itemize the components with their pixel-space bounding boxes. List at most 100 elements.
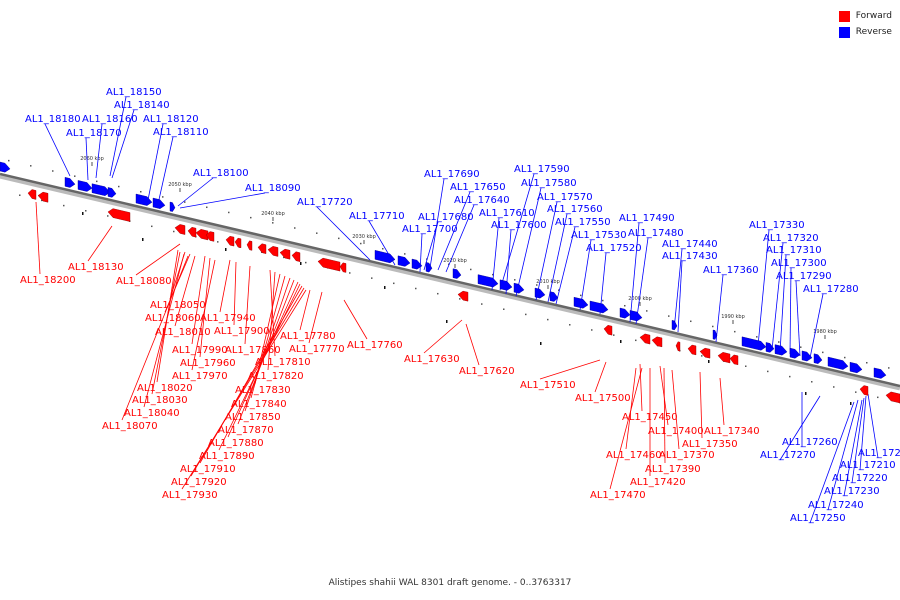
- leader-line: [639, 363, 643, 412]
- reverse-gene-label: AL1_17280: [803, 284, 859, 295]
- reverse-gene-label: AL1_17710: [349, 211, 405, 222]
- marker-dot: [591, 329, 593, 331]
- leader-line: [181, 289, 307, 490]
- forward-gene: [174, 224, 186, 235]
- genome-backbone-shadow: [0, 173, 900, 391]
- leader-line: [423, 221, 439, 271]
- forward-gene-label: AL1_17450: [622, 412, 678, 423]
- reverse-gene-label: AL1_17210: [840, 460, 896, 471]
- legend-item-forward: Forward: [838, 8, 892, 24]
- marker-bar: [620, 340, 622, 343]
- marker-dot: [580, 294, 582, 297]
- leader-line: [609, 367, 643, 490]
- reverse-gene: [513, 282, 525, 294]
- reverse-gene-label: AL1_17200: [858, 448, 900, 459]
- marker-dot: [393, 282, 395, 285]
- leader-line: [715, 274, 724, 343]
- forward-gene-label: AL1_17900: [214, 326, 270, 337]
- marker-dot: [690, 320, 692, 323]
- forward-gene-label: AL1_17400: [648, 426, 704, 437]
- forward-gene-label: AL1_17860: [225, 345, 281, 356]
- legend: Forward Reverse: [838, 8, 892, 40]
- reverse-gene-label: AL1_17480: [628, 228, 684, 239]
- forward-gene: [885, 391, 900, 404]
- leader-line: [635, 237, 649, 325]
- leader-line: [789, 267, 792, 355]
- marker-dot: [547, 318, 549, 321]
- marker-dot: [745, 365, 747, 367]
- marker-dot: [833, 386, 835, 388]
- leader-line: [555, 226, 576, 305]
- leader-line: [699, 371, 703, 439]
- reverse-gene-label: AL1_17550: [555, 217, 611, 228]
- reverse-gene-label: AL1_18120: [143, 114, 199, 125]
- marker-dot: [602, 299, 604, 302]
- forward-gene-label: AL1_17840: [231, 399, 287, 410]
- forward-gene: [603, 324, 613, 336]
- forward-gene: [291, 251, 301, 262]
- reverse-gene: [813, 353, 823, 364]
- forward-gene-label: AL1_18040: [124, 408, 180, 419]
- reverse-gene-label: AL1_17290: [776, 271, 832, 282]
- forward-gene-label: AL1_18050: [150, 300, 206, 311]
- reverse-gene-label: AL1_18140: [114, 100, 170, 111]
- leader-line: [795, 280, 801, 357]
- forward-gene: [205, 231, 215, 242]
- kbp-tick-label: 2000 kbp: [628, 296, 652, 302]
- reverse-gene-label: AL1_17600: [491, 220, 547, 231]
- forward-gene-label: AL1_17850: [225, 412, 281, 423]
- reverse-gene: [671, 320, 678, 331]
- marker-dot: [646, 310, 648, 312]
- marker-dot: [778, 341, 780, 343]
- marker-dot: [140, 190, 142, 193]
- leader-line: [147, 123, 164, 201]
- leader-line: [859, 395, 867, 471]
- kbp-tick-label: 2060 kbp: [80, 156, 104, 162]
- forward-gene-label: AL1_17960: [180, 358, 236, 369]
- forward-gene-label: AL1_17910: [180, 464, 236, 475]
- marker-dot: [734, 330, 736, 333]
- marker-dot: [536, 284, 538, 286]
- marker-dot: [525, 313, 527, 316]
- marker-dot: [855, 391, 857, 393]
- marker-dot: [206, 206, 208, 209]
- forward-gene: [717, 352, 731, 364]
- reverse-gene-label: AL1_17260: [782, 437, 838, 448]
- reverse-gene-label: AL1_17240: [808, 500, 864, 511]
- reverse-gene: [0, 161, 11, 173]
- leader-line: [111, 109, 135, 179]
- marker-bar: [225, 248, 227, 251]
- leader-line: [218, 283, 301, 451]
- forward-gene-label: AL1_17920: [171, 477, 227, 488]
- leader-line: [843, 399, 863, 497]
- marker-dot: [789, 375, 791, 378]
- forward-gene: [675, 341, 681, 352]
- marker-dot: [470, 268, 472, 271]
- leader-line: [465, 323, 480, 366]
- marker-dot: [8, 159, 10, 162]
- kbp-tick-label: 2040 kbp: [261, 211, 285, 217]
- leader-line: [191, 255, 206, 345]
- forward-gene-label: AL1_17370: [659, 450, 715, 461]
- leader-line: [867, 393, 879, 459]
- reverse-gene: [135, 193, 153, 206]
- leader-line: [629, 222, 640, 323]
- marker-bar: [446, 320, 448, 323]
- leader-line: [423, 319, 463, 354]
- leader-line: [429, 178, 445, 269]
- forward-gene-label: AL1_17340: [704, 426, 760, 437]
- forward-gene-label: AL1_18200: [20, 275, 76, 286]
- leader-line: [827, 399, 859, 511]
- legend-label-forward: Forward: [855, 11, 892, 21]
- reverse-gene: [411, 258, 423, 270]
- forward-gene: [457, 290, 469, 302]
- map-caption: Alistipes shahii WAL 8301 draft genome. …: [328, 578, 572, 588]
- leader-line: [719, 377, 725, 426]
- marker-dot: [360, 242, 362, 245]
- marker-dot: [382, 247, 384, 250]
- forward-gene-label: AL1_17500: [575, 393, 631, 404]
- reverse-gene-label: AL1_17270: [760, 450, 816, 461]
- reverse-gene-label: AL1_17700: [402, 224, 458, 235]
- forward-gene-label: AL1_17880: [208, 438, 264, 449]
- marker-dot: [503, 308, 505, 310]
